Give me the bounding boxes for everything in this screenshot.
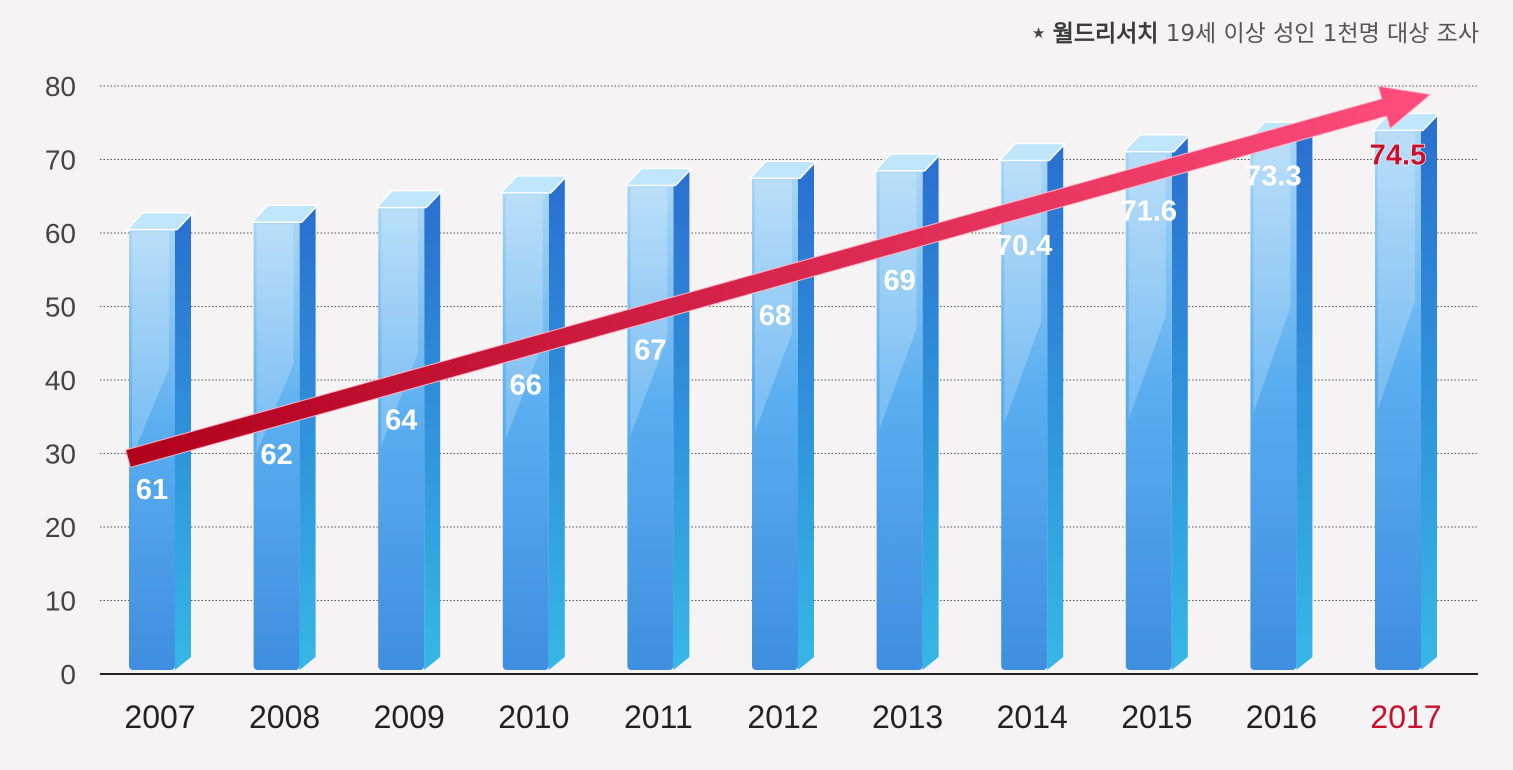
bar-gloss bbox=[505, 194, 543, 439]
bar-front bbox=[1250, 137, 1297, 670]
bar-side bbox=[1047, 145, 1064, 670]
value-label: 64 bbox=[385, 404, 417, 436]
bar bbox=[748, 160, 818, 670]
value-label: 69 bbox=[883, 265, 915, 297]
bar-front bbox=[1001, 158, 1048, 670]
bar-top bbox=[1122, 133, 1192, 153]
bar-side bbox=[424, 192, 441, 670]
trend-arrow bbox=[124, 85, 1432, 468]
source-brand: 월드리서치 bbox=[1052, 21, 1159, 47]
bar-top bbox=[125, 211, 195, 231]
bar-side bbox=[299, 207, 316, 671]
bar-side bbox=[548, 177, 565, 670]
trend-arrow-shape bbox=[124, 85, 1432, 468]
star-icon: ★ bbox=[1031, 24, 1046, 42]
bar-gloss bbox=[1128, 153, 1166, 420]
bar-front bbox=[876, 168, 923, 670]
bar-front bbox=[253, 220, 300, 671]
x-axis-ticks: 2007 2008 2009 2010 2011 2012 2013 2014 2015 2016… bbox=[124, 699, 1441, 735]
value-label: 70.4 bbox=[996, 230, 1052, 262]
bar-top bbox=[374, 189, 444, 209]
x-tick-label: 2012 bbox=[747, 699, 818, 735]
source-note: ★ 월드리서치 19세 이상 성인 1천명 대상 조사 bbox=[1032, 14, 1479, 48]
bar-gloss bbox=[1004, 162, 1042, 424]
bar-front bbox=[1125, 149, 1172, 671]
x-tick-label: 2010 bbox=[498, 699, 569, 735]
y-tick-label: 50 bbox=[45, 292, 76, 323]
bar-front bbox=[502, 190, 549, 670]
bar bbox=[997, 142, 1067, 670]
bars bbox=[125, 112, 1441, 671]
y-tick-label: 40 bbox=[45, 365, 76, 396]
x-tick-label: 2013 bbox=[872, 699, 943, 735]
bar-front bbox=[752, 176, 798, 670]
bar-side bbox=[922, 155, 939, 671]
x-tick-label: 2016 bbox=[1246, 699, 1317, 735]
x-tick-label: 2009 bbox=[374, 699, 445, 735]
value-label: 66 bbox=[510, 369, 542, 401]
x-tick-label: 2017 bbox=[1370, 699, 1441, 735]
bar-side bbox=[673, 170, 690, 671]
bar-side bbox=[1171, 136, 1188, 671]
y-tick-label: 0 bbox=[60, 659, 76, 690]
y-tick-label: 10 bbox=[45, 586, 76, 617]
bar-top bbox=[748, 160, 818, 179]
x-tick-label: 2014 bbox=[997, 699, 1068, 735]
x-tick-label: 2015 bbox=[1121, 699, 1192, 735]
bar-gloss bbox=[1378, 132, 1415, 410]
bar bbox=[623, 167, 694, 671]
bar-front bbox=[1375, 128, 1421, 671]
bar-gloss bbox=[755, 180, 792, 432]
bar-top bbox=[623, 167, 694, 187]
value-label: 67 bbox=[634, 335, 666, 367]
bar-gloss bbox=[1253, 141, 1291, 414]
bar bbox=[1371, 112, 1441, 671]
bar bbox=[499, 175, 569, 670]
y-tick-label: 30 bbox=[45, 439, 76, 470]
value-label: 68 bbox=[759, 300, 791, 332]
bar bbox=[249, 204, 320, 671]
bar-top bbox=[872, 153, 943, 172]
bar-top bbox=[249, 204, 320, 224]
source-text: 19세 이상 성인 1천명 대상 조사 bbox=[1165, 21, 1479, 47]
x-tick-label: 2011 bbox=[624, 699, 693, 735]
bar-side bbox=[1421, 115, 1437, 671]
x-tick-label: 2007 bbox=[124, 699, 195, 735]
bar-gloss bbox=[132, 231, 169, 457]
value-label: 61 bbox=[136, 474, 168, 506]
value-labels: 61 62 64 66 67 68 69 70.4 71.6 73.3 74.5 bbox=[136, 139, 1427, 506]
bar-gloss bbox=[256, 224, 294, 454]
value-label: 71.6 bbox=[1121, 195, 1177, 227]
value-label: 73.3 bbox=[1245, 160, 1301, 192]
y-tick-label: 70 bbox=[45, 145, 76, 176]
value-label: 62 bbox=[260, 439, 292, 471]
y-axis-ticks: 0 10 20 30 40 50 60 70 80 bbox=[45, 71, 76, 690]
y-tick-label: 80 bbox=[45, 71, 76, 102]
bar bbox=[1122, 133, 1192, 671]
gridlines bbox=[100, 85, 1478, 675]
y-tick-label: 20 bbox=[45, 512, 76, 543]
bar-top bbox=[997, 142, 1067, 162]
bar bbox=[1246, 121, 1317, 671]
bar-side bbox=[1296, 124, 1313, 671]
bar-front bbox=[378, 205, 425, 670]
value-label: 74.5 bbox=[1370, 139, 1426, 171]
bar-side bbox=[798, 163, 814, 670]
x-tick-label: 2008 bbox=[249, 699, 320, 735]
y-tick-label: 60 bbox=[45, 218, 76, 249]
bar-top bbox=[499, 175, 569, 194]
